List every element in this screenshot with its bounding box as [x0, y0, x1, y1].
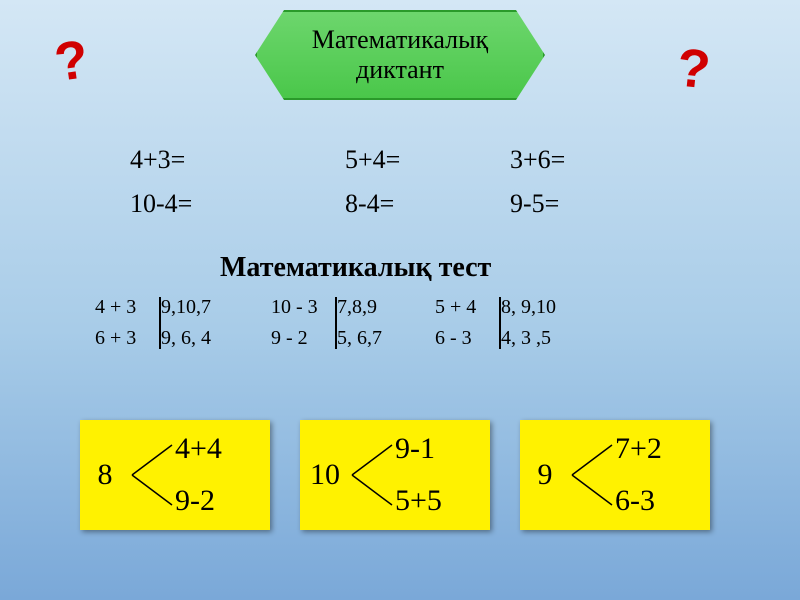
branch-lines-icon: [570, 420, 620, 530]
eq-r1c2: 5+4=: [345, 145, 510, 175]
test-r2-p1: 6 + 3: [95, 327, 159, 350]
eq-r2c3: 9-5=: [510, 189, 670, 219]
box1-branches: 4+4 9-2: [130, 420, 270, 530]
test-r2-a2: 5, 6,7: [337, 327, 405, 350]
title-line-1: Математикалық: [312, 25, 488, 55]
test-r1-a3: 8, 9,10: [501, 296, 581, 319]
box2-branches: 9-1 5+5: [350, 420, 490, 530]
test-r1-a2: 7,8,9: [337, 296, 405, 319]
yellow-box-2: 10 9-1 5+5: [300, 420, 490, 530]
box3-branches: 7+2 6-3: [570, 420, 710, 530]
box2-top: 9-1: [395, 432, 435, 466]
box1-result: 8: [80, 458, 130, 492]
eq-r2c1: 10-4=: [130, 189, 345, 219]
test-r1-p3: 5 + 4: [435, 296, 499, 319]
test-r1-a1: 9,10,7: [161, 296, 231, 319]
test-r2-a3: 4, 3 ,5: [501, 327, 581, 350]
test-block: 4 + 3 9,10,7 10 - 3 7,8,9 5 + 4 8, 9,10 …: [95, 296, 735, 350]
test-r2-a1: 9, 6, 4: [161, 327, 231, 350]
equation-row-2: 10-4= 8-4= 9-5=: [130, 189, 670, 219]
test-r1-p2: 10 - 3: [271, 296, 335, 319]
box3-top: 7+2: [615, 432, 662, 466]
equation-row-1: 4+3= 5+4= 3+6=: [130, 145, 670, 175]
test-r1-p1: 4 + 3: [95, 296, 159, 319]
branch-lines-icon: [350, 420, 400, 530]
title-hexagon: Математикалық диктант: [255, 10, 545, 100]
eq-r1c3: 3+6=: [510, 145, 670, 175]
eq-r1c1: 4+3=: [130, 145, 345, 175]
eq-r2c2: 8-4=: [345, 189, 510, 219]
box3-result: 9: [520, 458, 570, 492]
test-r2-p2: 9 - 2: [271, 327, 335, 350]
yellow-box-1: 8 4+4 9-2: [80, 420, 270, 530]
equations-block: 4+3= 5+4= 3+6= 10-4= 8-4= 9-5=: [130, 145, 670, 233]
box3-bot: 6-3: [615, 484, 655, 518]
box1-top: 4+4: [175, 432, 222, 466]
test-r2-p3: 6 - 3: [435, 327, 499, 350]
branch-lines-icon: [130, 420, 180, 530]
question-mark-right: ?: [674, 36, 713, 101]
box1-bot: 9-2: [175, 484, 215, 518]
box2-result: 10: [300, 458, 350, 492]
yellow-box-3: 9 7+2 6-3: [520, 420, 710, 530]
subtitle: Математикалық тест: [220, 252, 491, 284]
box2-bot: 5+5: [395, 484, 442, 518]
title-line-2: диктант: [356, 55, 444, 85]
